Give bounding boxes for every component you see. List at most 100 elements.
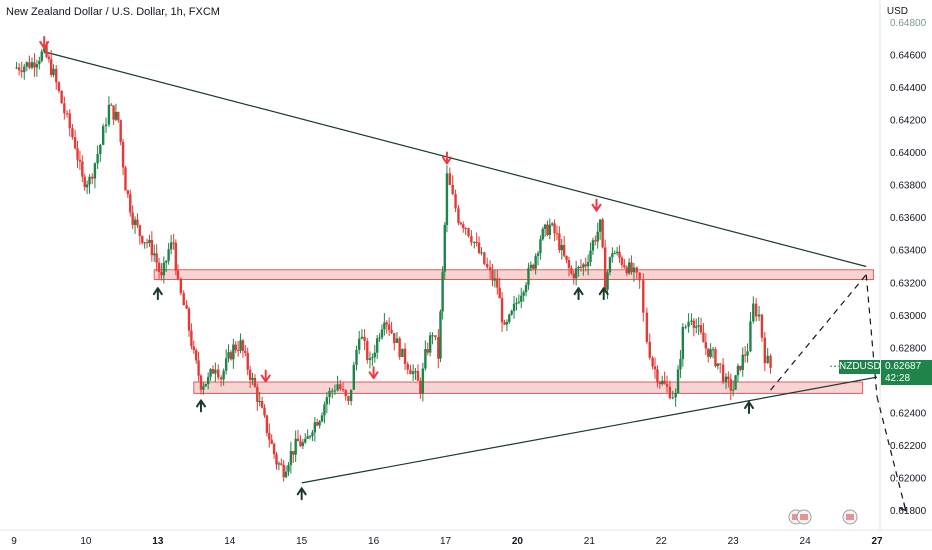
candle-body bbox=[699, 325, 703, 333]
candle-body bbox=[555, 233, 559, 235]
candle-body bbox=[395, 338, 399, 344]
candle-body bbox=[280, 463, 283, 465]
candle-body bbox=[157, 262, 161, 273]
candle-body bbox=[462, 224, 465, 228]
y-tick-label: 0.63400 bbox=[890, 246, 927, 257]
candle-body bbox=[473, 241, 476, 243]
candle-body bbox=[475, 241, 478, 243]
candle-body bbox=[373, 352, 376, 358]
candle-body bbox=[464, 227, 467, 229]
candle-body bbox=[596, 231, 599, 242]
candle-body bbox=[88, 176, 91, 185]
candle-body bbox=[28, 62, 31, 68]
candle-body bbox=[55, 68, 58, 83]
candle-body bbox=[20, 70, 23, 73]
candle-body bbox=[385, 322, 388, 325]
candle-body bbox=[709, 349, 712, 357]
candle-body bbox=[515, 302, 518, 304]
candle-body bbox=[716, 363, 720, 367]
x-tick-label: 17 bbox=[440, 536, 452, 547]
candle-body bbox=[496, 278, 499, 288]
candle-body bbox=[727, 376, 730, 380]
candle-body bbox=[431, 335, 434, 337]
candle-body bbox=[169, 242, 173, 250]
candle-body bbox=[68, 113, 71, 129]
up-arrow-marker bbox=[573, 287, 584, 301]
y-tick-label: 0.62200 bbox=[890, 441, 927, 452]
candle-body bbox=[731, 389, 735, 391]
candle-body bbox=[522, 292, 525, 296]
candle-body bbox=[454, 193, 457, 209]
down-arrow-marker bbox=[368, 366, 379, 380]
badge-symbol: NZDUSD bbox=[839, 360, 881, 374]
candle-body bbox=[209, 369, 212, 377]
candle-body bbox=[325, 397, 329, 405]
candle-body bbox=[724, 376, 728, 383]
candle-body bbox=[366, 341, 369, 360]
candle-body bbox=[30, 62, 34, 68]
candle-body bbox=[308, 436, 312, 438]
candle-body bbox=[419, 380, 422, 394]
candle-body bbox=[258, 401, 261, 403]
candle-body bbox=[104, 124, 108, 127]
candle-body bbox=[341, 388, 345, 391]
projection-path bbox=[770, 274, 867, 391]
candle-body bbox=[534, 256, 537, 269]
candle-body bbox=[679, 359, 682, 370]
candle-body bbox=[625, 267, 628, 274]
candle-body bbox=[393, 333, 396, 344]
candle-body bbox=[486, 264, 489, 268]
candle-body bbox=[512, 303, 516, 311]
candle-body bbox=[63, 103, 66, 114]
candle-body bbox=[606, 272, 609, 290]
candle-body bbox=[227, 352, 230, 359]
candle-body bbox=[73, 137, 77, 149]
candle-body bbox=[579, 266, 583, 268]
x-tick-label: 14 bbox=[224, 536, 236, 547]
candle-body bbox=[510, 310, 513, 315]
candle-body bbox=[752, 303, 755, 322]
x-tick-label: 13 bbox=[152, 536, 164, 547]
candle-body bbox=[352, 364, 356, 390]
candle-body bbox=[206, 376, 210, 384]
candle-body bbox=[615, 251, 619, 254]
candle-body bbox=[304, 438, 307, 443]
candle-body bbox=[133, 219, 137, 225]
candle-body bbox=[40, 51, 43, 61]
candle-body bbox=[451, 184, 454, 194]
candle-body bbox=[508, 314, 511, 322]
candle-body bbox=[651, 357, 654, 367]
candle-body bbox=[668, 386, 672, 399]
candle-body bbox=[387, 324, 391, 330]
candle-body bbox=[187, 308, 191, 331]
down-arrow-marker bbox=[260, 369, 271, 383]
candle-body bbox=[439, 311, 442, 359]
candle-body bbox=[565, 255, 568, 261]
candle-body bbox=[224, 358, 228, 371]
y-tick-label: 0.62000 bbox=[890, 474, 927, 485]
candle-body bbox=[294, 438, 297, 455]
candle-body bbox=[743, 354, 747, 356]
candle-body bbox=[635, 267, 638, 273]
x-tick-label: 23 bbox=[728, 536, 740, 547]
trend-line bbox=[44, 51, 867, 268]
candle-body bbox=[121, 141, 125, 168]
x-tick-label: 21 bbox=[584, 536, 596, 547]
candle-body bbox=[584, 264, 587, 267]
candle-body bbox=[150, 239, 154, 256]
candle-body bbox=[155, 253, 158, 263]
candle-body bbox=[702, 332, 705, 343]
y-tick-label: 0.64600 bbox=[890, 51, 927, 62]
candle-body bbox=[328, 390, 331, 398]
y-tick-label: 0.63800 bbox=[890, 181, 927, 192]
y-tick-label: 0.64200 bbox=[890, 116, 927, 127]
candle-body bbox=[176, 270, 180, 279]
candle-body bbox=[182, 293, 185, 306]
candle-body bbox=[424, 349, 427, 369]
candle-body bbox=[124, 167, 127, 191]
candle-body bbox=[76, 148, 79, 160]
candle-body bbox=[296, 438, 300, 442]
candle-body bbox=[318, 421, 321, 426]
candle-body bbox=[714, 349, 717, 367]
